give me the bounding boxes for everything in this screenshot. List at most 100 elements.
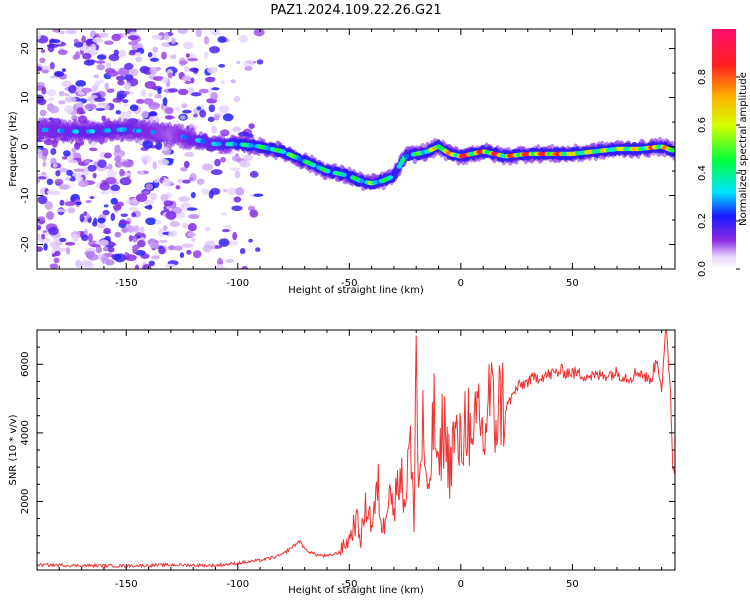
colorbar-tick-label: 0.4 <box>697 165 708 181</box>
noise-blob <box>181 75 192 82</box>
noise-blob <box>233 196 242 203</box>
noise-blob <box>132 245 141 250</box>
noise-blob <box>81 87 92 93</box>
noise-blob <box>167 72 173 79</box>
noise-blob <box>137 240 146 248</box>
noise-blob <box>182 109 192 114</box>
noise-blob <box>104 104 111 111</box>
noise-blob <box>97 217 106 224</box>
noise-blob <box>220 129 230 135</box>
noise-blob <box>119 111 132 120</box>
noise-blob <box>243 154 254 161</box>
noise-blob <box>93 74 99 79</box>
noise-blob <box>90 43 97 52</box>
noise-blob <box>126 225 136 233</box>
noise-blob <box>37 98 47 106</box>
noise-blob <box>241 266 248 269</box>
noise-blob <box>58 90 65 97</box>
ridge-peak <box>248 143 254 148</box>
spectrogram-y-axis-label: Frequency (Hz) <box>8 111 19 187</box>
noise-blob <box>103 230 112 235</box>
noise-blob <box>149 67 158 75</box>
noise-blob <box>125 254 137 262</box>
noise-blob <box>126 199 131 205</box>
noise-blob <box>66 169 73 176</box>
spectrogram-frame <box>36 28 676 270</box>
ridge-peak <box>89 129 96 134</box>
ridge-peak <box>669 148 675 153</box>
noise-blob <box>117 79 125 86</box>
noise-blob <box>141 110 149 119</box>
noise-blob <box>255 247 261 252</box>
noise-blob <box>134 52 142 57</box>
snr-plot-area <box>37 330 675 570</box>
chart-title: PAZ1.2024.109.22.26.G21 <box>270 3 441 18</box>
noise-blob <box>157 158 170 166</box>
noise-blob <box>135 193 148 202</box>
noise-blob <box>184 80 192 85</box>
noise-blob <box>87 233 93 242</box>
ridge-peak <box>216 141 222 147</box>
snr-x-tick-label: 50 <box>566 579 579 590</box>
noise-blob <box>122 99 129 103</box>
noise-blob <box>49 241 56 248</box>
noise-blob <box>75 80 87 87</box>
noise-blob <box>99 102 109 106</box>
noise-blob <box>97 159 107 169</box>
noise-blob <box>120 213 129 217</box>
noise-blob <box>52 29 61 33</box>
snr-y-tick-label: 6000 <box>20 352 31 377</box>
noise-blob <box>142 264 152 269</box>
noise-blob <box>142 157 148 166</box>
noise-blob <box>96 54 107 60</box>
noise-blob <box>231 205 243 212</box>
noise-blob <box>227 187 238 196</box>
noise-blob <box>81 35 86 44</box>
noise-blob <box>75 100 83 109</box>
noise-blob <box>37 232 41 241</box>
noise-blob <box>118 67 130 77</box>
noise-blob <box>164 32 170 41</box>
noise-blob <box>238 34 248 43</box>
noise-blob <box>150 57 160 62</box>
noise-blob <box>124 90 130 95</box>
snr-y-axis-label: SNR (10 * v/v) <box>8 414 19 485</box>
noise-blob <box>222 113 234 122</box>
noise-blob <box>158 246 166 255</box>
noise-blob <box>99 239 109 246</box>
noise-blob <box>81 166 90 176</box>
noise-blob <box>162 97 168 106</box>
noise-blob <box>233 95 241 103</box>
noise-blob <box>165 210 177 220</box>
noise-blob <box>149 242 160 249</box>
noise-blob <box>82 52 92 60</box>
snr-x-tick-label: -150 <box>115 579 138 590</box>
noise-blob <box>134 224 140 234</box>
spectrogram-x-tick-label: -150 <box>115 278 138 289</box>
noise-blob <box>105 177 117 184</box>
noise-blob <box>114 144 121 153</box>
colorbar-tick-label: 0.8 <box>697 69 708 85</box>
noise-blob <box>48 226 59 236</box>
noise-blob <box>148 260 155 267</box>
colorbar-tick-label: 0.0 <box>697 261 708 277</box>
noise-blob <box>100 191 109 195</box>
noise-blob <box>175 185 181 190</box>
noise-blob <box>121 160 134 168</box>
noise-blob <box>177 88 189 96</box>
noise-blob <box>181 243 194 248</box>
ridge-peak <box>341 172 347 177</box>
noise-blob <box>124 82 132 91</box>
noise-blob <box>214 115 220 121</box>
noise-blob <box>59 199 65 206</box>
snr-x-axis-label: Height of straight line (km) <box>288 585 424 596</box>
colorbar-tick-label: 0.2 <box>697 213 708 229</box>
noise-blob <box>41 233 46 240</box>
noise-blob <box>119 168 125 177</box>
noise-blob <box>87 253 99 261</box>
noise-blob <box>63 150 71 157</box>
noise-blob <box>188 177 194 181</box>
noise-blob <box>40 49 46 54</box>
noise-blob <box>93 50 99 55</box>
noise-blob <box>171 37 176 45</box>
